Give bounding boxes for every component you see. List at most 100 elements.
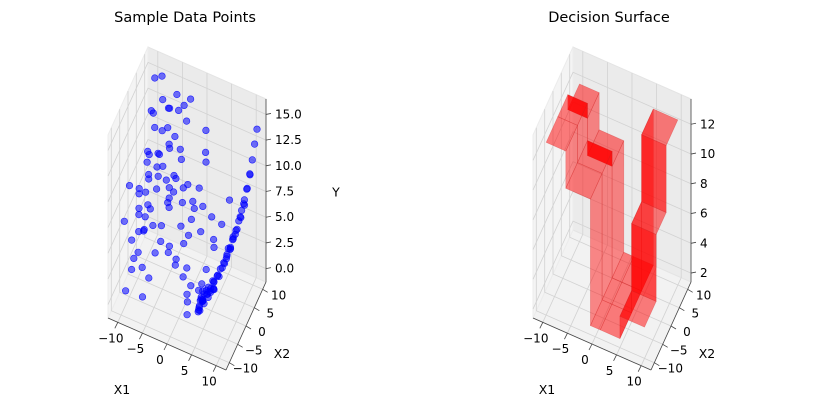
right-x-tick-mark (637, 365, 642, 372)
scatter-point (195, 184, 203, 192)
right-z-tick-mark (690, 212, 697, 214)
scatter-point (226, 245, 234, 254)
scatter-point (187, 215, 195, 223)
left-x-tick-mark (114, 322, 119, 329)
left-x-tick-label: −10 (98, 331, 123, 345)
scatter-point (202, 148, 210, 156)
left-y-tick-label: −5 (245, 343, 263, 357)
scatter-point (175, 106, 183, 114)
right-x-tick-label: 0 (581, 353, 589, 367)
scatter-point (138, 263, 146, 272)
scatter-point (208, 213, 216, 221)
right-y-tick-label: 10 (696, 288, 711, 302)
scatter-point (145, 274, 153, 282)
scatter-point (165, 194, 173, 202)
left-grid-x (117, 51, 159, 323)
left-z-tick-mark (265, 190, 272, 192)
surface-plateau (641, 108, 679, 146)
scatter-point (142, 188, 150, 196)
decision-surface-axes: Decision Surface −10−50510−10−5051024681… (523, 10, 715, 397)
right-x-tick-mark (613, 354, 617, 362)
scatter-point (158, 72, 166, 80)
scatter-point (176, 145, 184, 153)
scatter-points (120, 72, 261, 319)
right-z-tick-label: 12 (700, 117, 715, 131)
scatter-point (171, 261, 179, 269)
left-z-tick-mark (265, 138, 272, 141)
chart-title-left: Sample Data Points (114, 10, 256, 26)
scatter-point (157, 237, 165, 245)
scatter-point (215, 272, 223, 281)
scatter-point (253, 125, 261, 133)
scatter-point (153, 185, 161, 193)
scatter-point (180, 101, 188, 109)
right-x-tick-label: 5 (606, 364, 614, 378)
surface-plateau (545, 116, 578, 152)
scatter-point (151, 123, 159, 132)
scatter-point (218, 220, 226, 228)
scatter-point (210, 235, 218, 244)
scatter-point (178, 199, 186, 207)
right-z-tick-label: 6 (700, 207, 708, 221)
surface-plateau (565, 162, 603, 200)
scatter-point (179, 273, 187, 281)
scatter-point (172, 174, 180, 183)
scatter-point (196, 307, 204, 315)
sample-data-points-axes: Sample Data Points −10−50510−10−505100.0… (98, 10, 340, 397)
surface-plateau (557, 94, 588, 126)
scatter-point (183, 117, 191, 125)
left-z-tick-mark (265, 164, 272, 167)
scatter-point (184, 231, 193, 239)
right-z-tick-label: 8 (700, 177, 708, 191)
scatter-point (166, 144, 174, 152)
scatter-point (216, 265, 224, 273)
scatter-point (183, 290, 191, 298)
scatter-point (183, 311, 191, 319)
surface-step-y (631, 223, 657, 302)
scatter-point (135, 211, 143, 219)
scatter-point (210, 284, 218, 293)
scatter-point (238, 206, 246, 214)
surface-step-x (590, 173, 603, 326)
surface-patches (545, 83, 679, 339)
scatter-point (187, 282, 195, 290)
right-z-tick-mark (690, 271, 697, 274)
scatter-point (236, 213, 244, 221)
surface-step-x (601, 151, 613, 301)
right-y-tick-label: 0 (683, 325, 691, 339)
scatter-point (187, 95, 195, 103)
left-grid-x (166, 73, 208, 345)
left-grid-y (110, 127, 230, 364)
right-y-tick-label: −5 (670, 343, 688, 357)
left-z-tick-mark (265, 215, 272, 218)
left-grid-z (107, 138, 267, 228)
chart-title-right: Decision Surface (548, 10, 670, 26)
left-z-tick-mark (265, 113, 272, 115)
scatter-point (128, 236, 136, 244)
scatter-point (144, 201, 152, 209)
scatter-point (154, 172, 162, 180)
surface-plateau (619, 290, 657, 328)
scatter-point (147, 107, 155, 115)
scatter-point (195, 286, 203, 294)
scatter-point (204, 293, 212, 302)
left-grid-x (215, 94, 257, 366)
scatter-point (223, 252, 231, 260)
left-grid-y (119, 109, 238, 345)
left-x-tick-mark (188, 354, 192, 362)
left-z-tick-label: 2.5 (275, 236, 294, 250)
scatter-point (135, 204, 143, 212)
left-z-tick-mark (265, 241, 272, 244)
scatter-point (202, 265, 210, 274)
right-x-tick-mark (588, 343, 593, 351)
scatter-point (120, 217, 128, 225)
right-z-tick-mark (690, 122, 697, 125)
scatter-point (138, 293, 147, 301)
right-z-tick-label: 2 (700, 266, 708, 280)
scatter-point (197, 228, 205, 236)
left-x-tick-label: 0 (156, 353, 164, 367)
scatter-point (183, 298, 191, 306)
left-y-tick-label: 0 (258, 325, 266, 339)
scatter-point (165, 184, 173, 192)
